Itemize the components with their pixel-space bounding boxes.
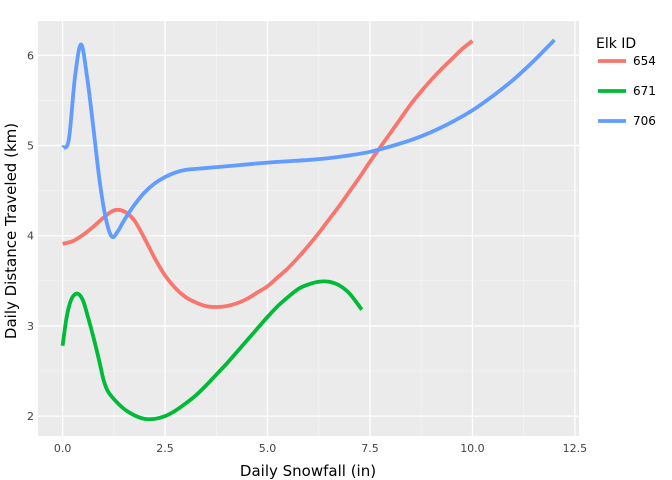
x-tick-label: 5.0 (259, 442, 277, 455)
legend: Elk ID 654 671 706 (596, 36, 656, 128)
plot-background (38, 21, 579, 436)
x-axis-title: Daily Snowfall (in) (240, 462, 376, 480)
legend-label-706: 706 (633, 114, 656, 128)
x-tick-label: 12.5 (563, 442, 588, 455)
series-lines (60, 38, 556, 422)
y-tick-label: 2 (27, 410, 34, 423)
x-tick-labels: 0.0 2.5 5.0 7.5 10.0 12.5 (54, 442, 587, 455)
x-tick-label: 7.5 (361, 442, 379, 455)
series-line-671 (60, 279, 364, 422)
legend-items: 654 671 706 (598, 54, 656, 128)
x-tick-label: 0.0 (54, 442, 72, 455)
grid-major (38, 21, 579, 436)
y-tick-label: 5 (27, 140, 34, 153)
y-tick-label: 6 (27, 49, 34, 62)
y-tick-label: 3 (27, 320, 34, 333)
y-tick-label: 4 (27, 230, 34, 243)
series-line-654 (62, 39, 474, 309)
series-line-706 (61, 38, 556, 240)
y-axis-title: Daily Distance Traveled (km) (2, 123, 20, 339)
x-tick-label: 2.5 (156, 442, 174, 455)
legend-label-654: 654 (633, 54, 656, 68)
legend-title: Elk ID (596, 36, 636, 52)
legend-label-671: 671 (633, 84, 656, 98)
y-tick-labels: 2 3 4 5 6 (27, 49, 34, 423)
x-tick-label: 10.0 (460, 442, 485, 455)
